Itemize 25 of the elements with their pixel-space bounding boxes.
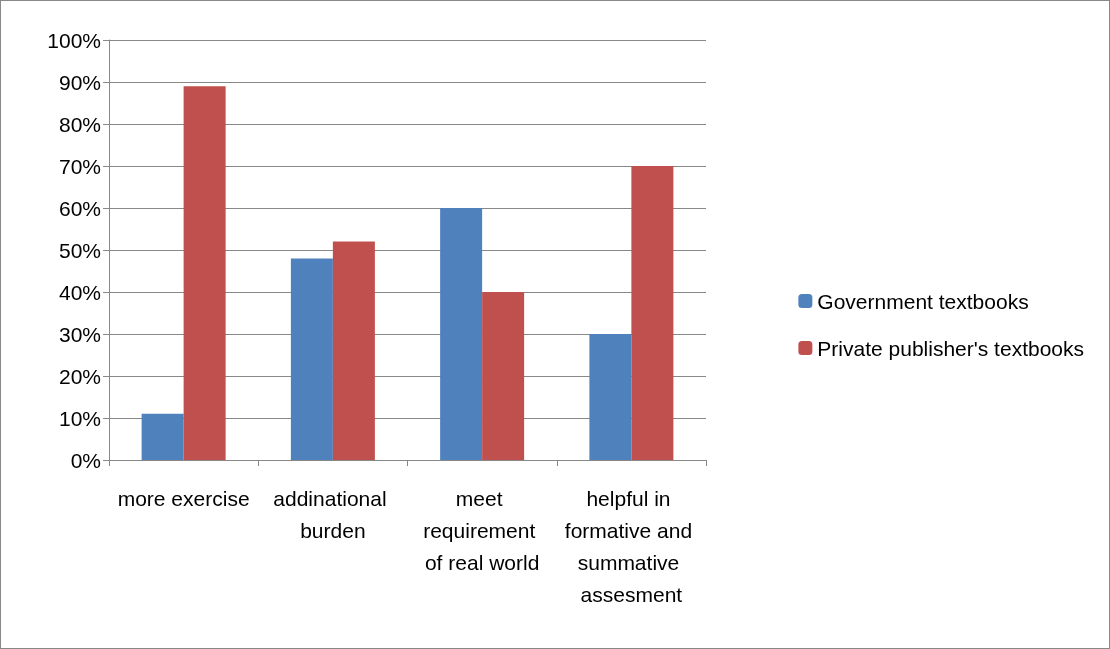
y-tick-label: 100% [47,28,101,52]
y-tick-label: 0% [70,448,101,472]
legend-label: Government textbooks [817,289,1029,313]
y-tick-label: 30% [58,322,101,346]
y-tick-label: 50% [58,238,101,262]
y-tick-label: 70% [58,154,101,178]
x-tick-label: more exercise [117,486,250,510]
y-tick-label: 20% [58,364,101,388]
y-tick-label: 80% [58,112,101,136]
legend-label: Private publisher's textbooks [817,336,1085,360]
y-tick-label: 60% [58,196,101,220]
bar [290,258,333,460]
bar [631,166,674,460]
x-tick-label: helpful in formative and summative assesment [564,486,698,606]
bar [141,413,184,460]
x-tick-label: meet requirement of real world [423,486,542,574]
bar [440,208,483,460]
bar [482,292,525,460]
y-tick-label: 90% [58,70,101,94]
bar [589,334,632,460]
y-tick-label: 10% [58,406,101,430]
bar [332,241,375,460]
y-tick-label: 40% [58,280,101,304]
x-tick-label: addinational burden [273,486,393,542]
bar [183,86,226,460]
